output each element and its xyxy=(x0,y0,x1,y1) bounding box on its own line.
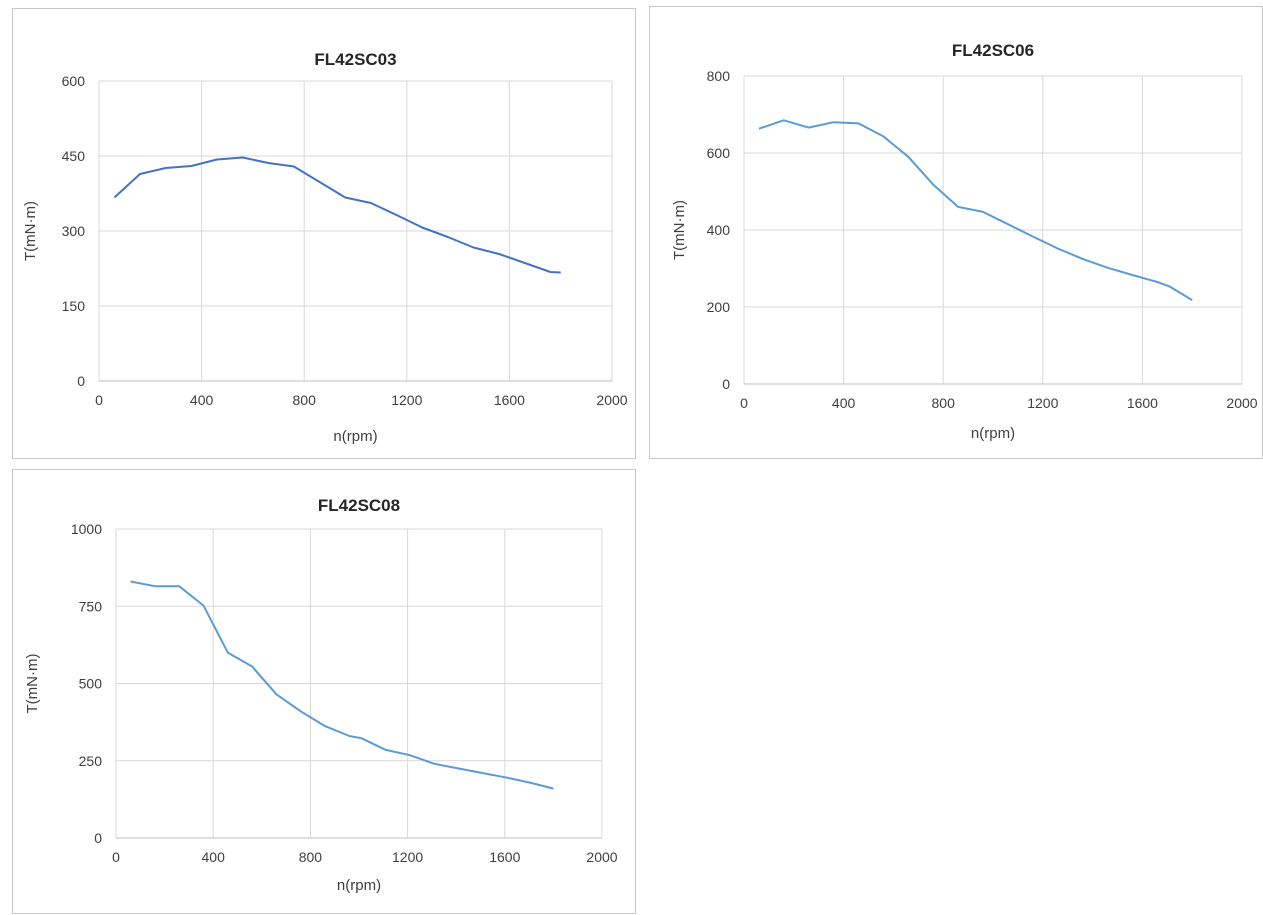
x-axis-label: n(rpm) xyxy=(333,428,377,445)
y-tick-label: 800 xyxy=(707,68,731,84)
x-tick-label: 800 xyxy=(932,395,956,411)
x-axis-label: n(rpm) xyxy=(971,425,1015,442)
x-tick-label: 1600 xyxy=(494,392,525,408)
x-tick-label: 2000 xyxy=(586,849,617,865)
x-tick-label: 0 xyxy=(95,392,103,408)
x-tick-label: 800 xyxy=(293,392,317,408)
x-axis-label: n(rpm) xyxy=(337,877,381,894)
y-tick-label: 600 xyxy=(62,73,86,89)
x-tick-label: 1600 xyxy=(489,849,520,865)
chart-title: FL42SC08 xyxy=(318,496,400,515)
y-tick-label: 0 xyxy=(77,373,85,389)
y-tick-label: 500 xyxy=(79,676,103,692)
y-tick-label: 250 xyxy=(79,753,103,769)
series-line xyxy=(130,580,554,790)
y-tick-label: 0 xyxy=(722,376,730,392)
y-tick-label: 300 xyxy=(62,223,86,239)
y-tick-label: 0 xyxy=(94,830,102,846)
x-tick-label: 1200 xyxy=(392,849,423,865)
x-tick-label: 0 xyxy=(740,395,748,411)
x-tick-label: 0 xyxy=(112,849,120,865)
x-tick-label: 400 xyxy=(202,849,226,865)
chart-svg: 0 400 800 1200 1600 2000 0 150 300 450 600 FL42SC03… xyxy=(22,50,628,445)
y-tick-label: 400 xyxy=(707,222,731,238)
chart-title: FL42SC06 xyxy=(952,41,1034,60)
chart-fl42sc06: 0 400 800 1200 1600 2000 0 200 400 600 800 FL42SC06… xyxy=(649,6,1263,459)
series-line xyxy=(758,119,1193,301)
y-axis-label: T(mN·m) xyxy=(671,200,688,260)
y-tick-label: 200 xyxy=(707,299,731,315)
chart-fl42sc03: 0 400 800 1200 1600 2000 0 150 300 450 600 FL42SC03… xyxy=(12,8,636,459)
x-tick-label: 400 xyxy=(190,392,214,408)
chart-svg: 0 400 800 1200 1600 2000 0 250 500 750 1000 FL42SC0… xyxy=(24,496,618,894)
y-tick-label: 150 xyxy=(62,298,86,314)
x-tick-label: 1200 xyxy=(391,392,422,408)
chart-svg: 0 400 800 1200 1600 2000 0 200 400 600 800 FL42SC06… xyxy=(671,41,1258,442)
chart-fl42sc08: 0 400 800 1200 1600 2000 0 250 500 750 1000 FL42SC0… xyxy=(12,469,636,914)
x-tick-label: 800 xyxy=(299,849,323,865)
x-tick-label: 1200 xyxy=(1027,395,1058,411)
y-axis-label: T(mN·m) xyxy=(22,201,39,261)
y-tick-label: 1000 xyxy=(71,521,102,537)
x-tick-label: 1600 xyxy=(1127,395,1158,411)
y-tick-label: 450 xyxy=(62,148,86,164)
y-axis-label: T(mN·m) xyxy=(24,654,41,714)
x-tick-label: 2000 xyxy=(1226,395,1257,411)
x-tick-label: 2000 xyxy=(596,392,627,408)
y-tick-label: 600 xyxy=(707,145,731,161)
x-tick-label: 400 xyxy=(832,395,856,411)
y-tick-label: 750 xyxy=(79,598,103,614)
chart-title: FL42SC03 xyxy=(314,50,396,69)
series-line xyxy=(113,156,561,274)
